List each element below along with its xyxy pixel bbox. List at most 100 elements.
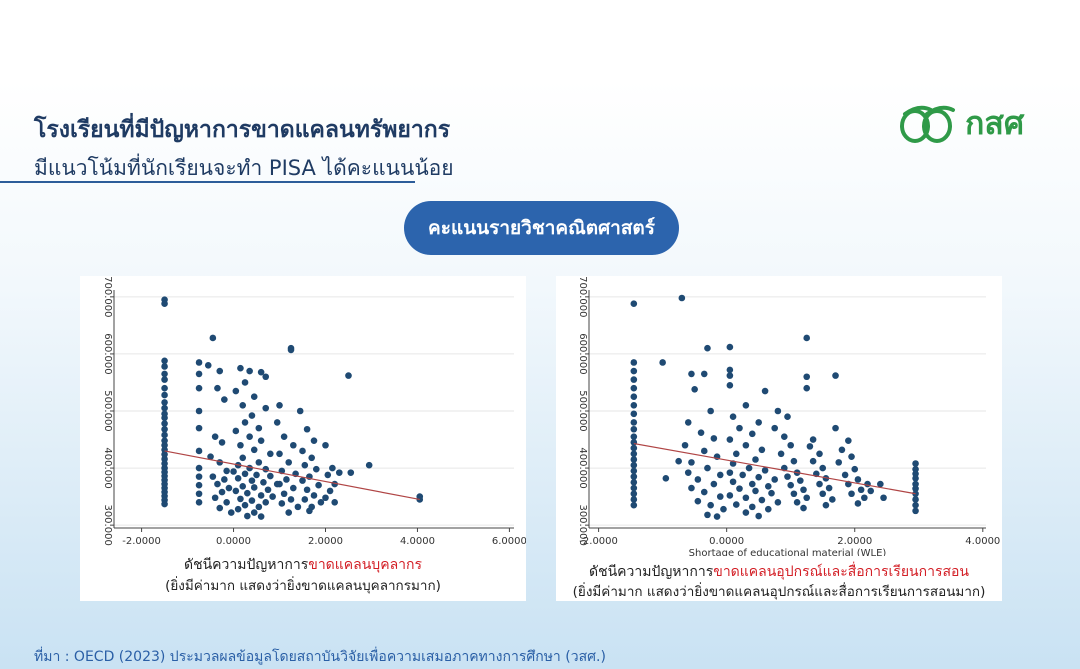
data-point bbox=[732, 450, 740, 458]
data-point bbox=[851, 465, 859, 473]
data-point bbox=[848, 453, 855, 460]
data-point bbox=[630, 473, 638, 480]
chart-caption-note-material: (ยิ่งมีค่ามาก แสดงว่ายิ่งขาดแคลนอุปกรณ์แ… bbox=[572, 584, 986, 600]
data-point bbox=[267, 472, 274, 480]
data-point bbox=[806, 443, 814, 450]
data-point bbox=[223, 467, 230, 475]
y-tick-label: 500.000 bbox=[577, 390, 588, 431]
data-point bbox=[207, 453, 214, 460]
data-point bbox=[630, 439, 638, 446]
data-point bbox=[283, 476, 290, 483]
data-point bbox=[195, 464, 203, 472]
data-point bbox=[800, 486, 807, 494]
x-tick-label: 4.0000 bbox=[965, 536, 1000, 547]
data-point bbox=[195, 424, 203, 432]
data-point bbox=[880, 494, 887, 502]
data-point bbox=[790, 457, 798, 465]
plot-area bbox=[114, 290, 514, 528]
data-point bbox=[331, 499, 338, 506]
data-point bbox=[262, 499, 270, 506]
data-point bbox=[241, 419, 249, 426]
data-point bbox=[861, 494, 868, 502]
data-point bbox=[267, 450, 274, 458]
data-point bbox=[800, 504, 807, 512]
plot-area bbox=[589, 290, 986, 528]
data-point bbox=[285, 509, 293, 516]
data-point bbox=[684, 419, 692, 426]
data-point bbox=[768, 489, 775, 497]
data-point bbox=[161, 437, 168, 444]
trend-line bbox=[164, 450, 420, 501]
data-point bbox=[845, 437, 852, 444]
data-point bbox=[713, 513, 721, 520]
data-point bbox=[630, 425, 638, 433]
data-point bbox=[758, 446, 766, 454]
data-point bbox=[248, 412, 256, 419]
data-point bbox=[764, 483, 772, 490]
data-point bbox=[161, 399, 168, 406]
data-point bbox=[161, 500, 168, 508]
chart-panel-personnel: 300.000 400.000 500.000 600.000 700.000 -2.00… bbox=[80, 276, 526, 601]
data-point bbox=[700, 370, 708, 378]
data-point bbox=[248, 477, 256, 484]
data-point bbox=[253, 471, 260, 479]
data-point bbox=[232, 387, 240, 395]
data-point bbox=[704, 511, 711, 519]
data-point bbox=[317, 499, 325, 506]
data-point bbox=[630, 490, 638, 498]
data-point bbox=[736, 424, 743, 432]
data-point bbox=[250, 393, 258, 401]
data-point bbox=[257, 368, 265, 376]
data-point bbox=[630, 496, 638, 503]
x-axis-label: Shortage of educational material (WLE) bbox=[689, 548, 887, 556]
page-subtitle: มีแนวโน้มที่นักเรียนจะทำ PISA ได้คะแนนน้… bbox=[34, 156, 454, 180]
data-point bbox=[296, 407, 304, 415]
data-point bbox=[803, 494, 811, 502]
data-point bbox=[816, 480, 823, 488]
data-point bbox=[841, 471, 849, 479]
data-point bbox=[819, 464, 827, 472]
data-point bbox=[195, 447, 203, 455]
data-point bbox=[707, 501, 714, 509]
data-point bbox=[301, 496, 309, 503]
data-point bbox=[662, 475, 670, 482]
data-point bbox=[710, 435, 718, 442]
data-point bbox=[216, 367, 224, 375]
data-point bbox=[755, 473, 762, 481]
data-point bbox=[726, 372, 734, 379]
data-point bbox=[688, 370, 695, 378]
data-point bbox=[250, 446, 258, 454]
data-point bbox=[700, 488, 708, 496]
data-point bbox=[630, 479, 638, 486]
data-point bbox=[214, 480, 221, 488]
data-point bbox=[312, 465, 320, 473]
data-point bbox=[803, 373, 811, 381]
chart-caption-note-personnel: (ยิ่งมีค่ามาก แสดงว่ายิ่งขาดแคลนบุคลากรม… bbox=[165, 578, 441, 594]
data-point bbox=[237, 364, 244, 372]
data-point bbox=[195, 384, 203, 392]
data-point bbox=[239, 483, 247, 490]
data-point bbox=[195, 481, 203, 489]
data-point bbox=[825, 484, 833, 492]
data-point bbox=[161, 391, 168, 399]
data-point bbox=[234, 505, 242, 513]
data-point bbox=[678, 294, 686, 302]
data-point bbox=[716, 471, 724, 479]
data-point bbox=[912, 507, 919, 515]
data-point bbox=[345, 372, 352, 379]
data-point bbox=[326, 487, 334, 495]
data-point bbox=[784, 473, 791, 480]
data-point bbox=[748, 430, 756, 438]
data-point bbox=[790, 490, 798, 498]
data-point bbox=[234, 475, 242, 482]
data-point bbox=[694, 497, 702, 505]
data-point bbox=[335, 469, 343, 476]
data-point bbox=[912, 470, 919, 478]
data-point bbox=[290, 441, 297, 449]
data-point bbox=[877, 480, 884, 488]
data-point bbox=[322, 494, 329, 502]
data-point bbox=[726, 492, 734, 499]
data-point bbox=[269, 493, 276, 500]
data-point bbox=[630, 484, 638, 492]
caption-prefix: ดัชนีความปัญหาการ bbox=[589, 564, 714, 580]
